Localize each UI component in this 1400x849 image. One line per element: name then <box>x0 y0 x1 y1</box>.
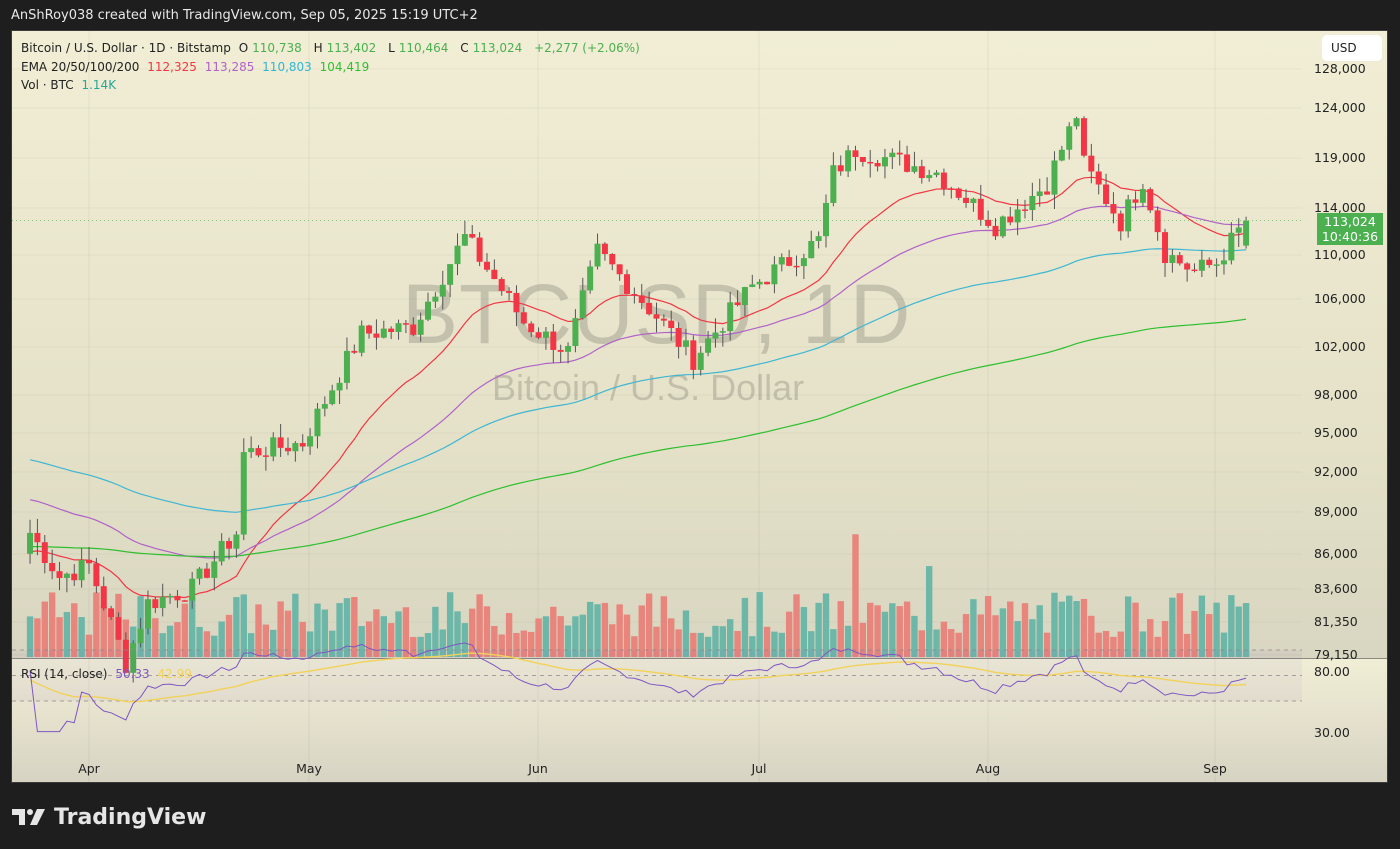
ema20-value: 112,325 <box>147 59 197 74</box>
rsi-label[interactable]: RSI (14, close) <box>21 667 108 681</box>
price-axis-label: 83,600 <box>1314 581 1358 596</box>
symbol-title[interactable]: Bitcoin / U.S. Dollar · 1D · Bitstamp <box>21 41 231 55</box>
ema50-line <box>29 205 1247 559</box>
currency-button[interactable]: USD <box>1322 35 1382 61</box>
brand-name: TradingView <box>54 804 207 830</box>
price-axis-label: 86,000 <box>1314 546 1358 561</box>
ema200-line <box>30 318 1247 558</box>
price-axis-label: 102,000 <box>1314 339 1366 354</box>
change-value: +2,277 (+2.06%) <box>534 41 640 55</box>
price-axis-label: 89,000 <box>1314 504 1358 519</box>
rsi-value: 50.33 <box>115 667 150 681</box>
volume-label[interactable]: Vol · BTC <box>21 78 74 92</box>
high-value: 113,402 <box>326 41 377 55</box>
price-axis-label: 106,000 <box>1314 291 1366 306</box>
rsi-line <box>29 642 1247 733</box>
chart-caption: AnShRoy038 created with TradingView.com,… <box>0 0 1400 30</box>
ema50-value: 113,285 <box>204 59 255 74</box>
ema-label[interactable]: EMA 20/50/100/200 <box>21 59 140 74</box>
date-axis-label: Jul <box>751 761 767 776</box>
legend-ema-row: EMA 20/50/100/200 112,325 113,285 110,80… <box>21 58 644 77</box>
watermark-name: Bitcoin / U.S. Dollar <box>492 367 805 408</box>
price-axis-label: 114,000 <box>1314 200 1366 215</box>
legend-volume-row: Vol · BTC 1.14K <box>21 76 644 95</box>
rsi-upper-label: 80.00 <box>1314 664 1350 679</box>
date-axis-label: Sep <box>1203 761 1227 776</box>
tradingview-footer: TradingView <box>12 800 206 834</box>
price-axis-label: 98,000 <box>1314 387 1358 402</box>
rsi-legend: RSI (14, close) 50.33 42.99 <box>21 667 192 681</box>
price-axis-label: 81,350 <box>1314 614 1358 629</box>
last-price-tag: 113,024 10:40:36 <box>1317 213 1383 245</box>
price-axis-label: 92,000 <box>1314 464 1358 479</box>
price-axis-label: 110,000 <box>1314 247 1366 262</box>
price-axis-label: 95,000 <box>1314 425 1358 440</box>
bar-countdown: 10:40:36 <box>1321 229 1379 244</box>
date-axis-label: May <box>296 761 322 776</box>
price-axis-label: 124,000 <box>1314 100 1366 115</box>
volume-bars <box>26 534 1250 657</box>
ema100-line <box>29 248 1247 513</box>
ema20-line <box>29 176 1247 599</box>
rsi-ma-value: 42.99 <box>157 667 192 681</box>
date-axis-label: Apr <box>78 761 100 776</box>
price-axis-label: 128,000 <box>1314 61 1366 76</box>
chart-frame[interactable]: BTCUSD, 1D Bitcoin / U.S. Dollar Bitcoin… <box>11 30 1388 783</box>
open-value: 110,738 <box>252 41 302 55</box>
last-price: 113,024 <box>1324 214 1376 229</box>
low-value: 110,464 <box>398 41 449 55</box>
candles <box>27 116 1250 683</box>
ema100-value: 110,803 <box>262 59 312 74</box>
ema200-value: 104,419 <box>319 59 370 74</box>
volume-value: 1.14K <box>81 78 117 92</box>
tradingview-logo-icon <box>12 809 45 825</box>
date-axis-label: Aug <box>975 761 1001 776</box>
close-value: 113,024 <box>472 41 523 55</box>
rsi-lower-label: 30.00 <box>1314 725 1350 740</box>
price-axis-label: 79,150 <box>1314 647 1358 662</box>
price-axis-label: 119,000 <box>1314 150 1366 165</box>
date-axis-label: Jun <box>528 761 548 776</box>
price-chart[interactable] <box>12 31 1387 783</box>
